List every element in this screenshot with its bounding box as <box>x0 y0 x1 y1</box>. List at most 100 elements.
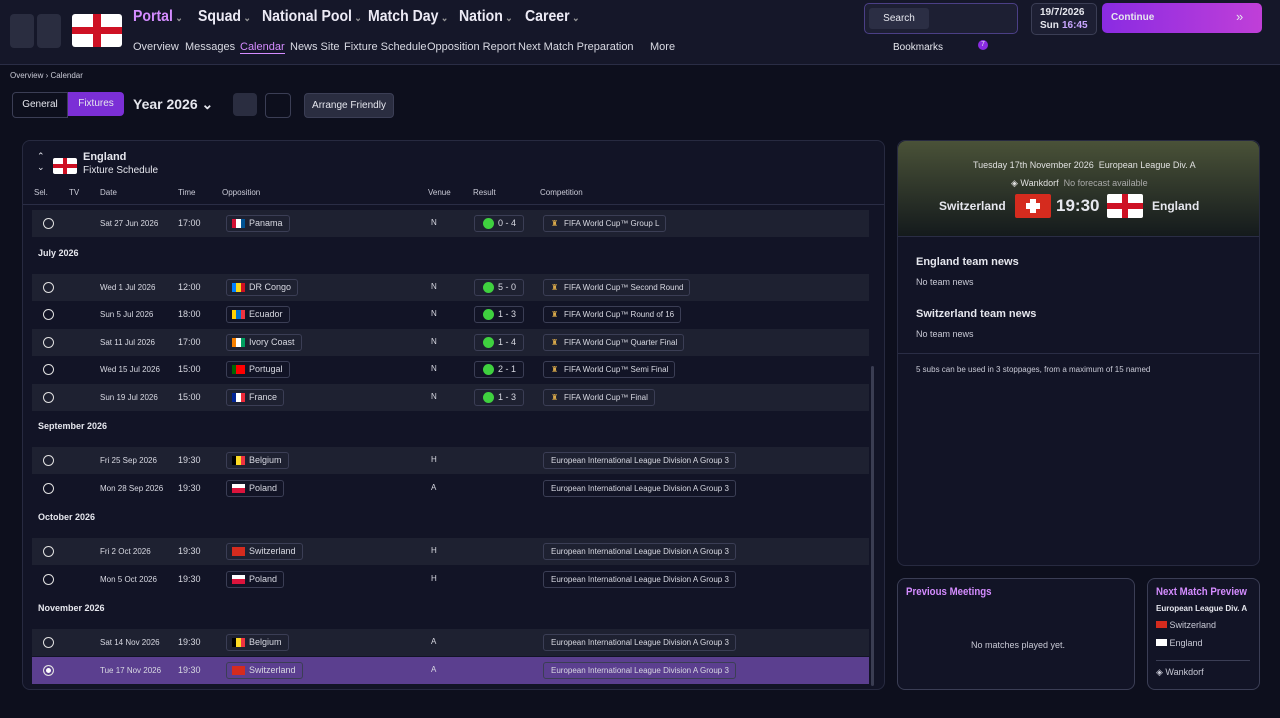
opponent: DR Congo <box>249 281 292 292</box>
back-button[interactable] <box>10 14 34 48</box>
main-tab[interactable]: Portal ⌄ <box>133 8 183 25</box>
result-dot <box>483 336 494 348</box>
opposition[interactable]: Belgium <box>226 634 289 651</box>
sub-tab[interactable]: Overview <box>133 41 179 53</box>
bookmarks[interactable]: Bookmarks <box>893 42 944 53</box>
main-tab[interactable]: National Pool ⌄ <box>262 8 362 25</box>
sub-tab[interactable]: Messages <box>185 41 236 53</box>
sub-tab[interactable]: Calendar <box>240 41 285 54</box>
date: Fri 25 Sep 2026 <box>100 456 157 465</box>
competition[interactable]: European International League Division A… <box>543 634 736 651</box>
select-radio[interactable] <box>43 391 54 403</box>
preview-stadium-name: Wankdorf <box>1165 667 1204 677</box>
opposition[interactable]: DR Congo <box>226 278 299 296</box>
main-tab[interactable]: Nation ⌄ <box>459 8 513 25</box>
competition[interactable]: European International League Division A… <box>543 661 736 679</box>
opposition[interactable]: Switzerland <box>226 661 303 679</box>
select-radio[interactable] <box>43 664 54 676</box>
opposition[interactable]: Ivory Coast <box>226 333 302 351</box>
select-radio[interactable] <box>43 309 54 320</box>
next-year[interactable] <box>265 93 291 118</box>
breadcrumb-item: Calendar <box>50 71 83 80</box>
sub-tab[interactable]: Fixture Schedule <box>344 41 427 53</box>
competition[interactable]: ♜ FIFA World Cup™ Quarter Final <box>543 333 685 351</box>
opponent: Poland <box>249 573 278 584</box>
collapse[interactable]: ⌃ ⌄ <box>37 151 45 172</box>
time: 15:00 <box>178 391 201 402</box>
competition[interactable]: European International League Division A… <box>543 479 736 497</box>
fixture-row[interactable]: Sat 11 Jul 2026 17:00 Ivory Coast N 1 - 4 ♜ FI… <box>32 328 869 356</box>
competition[interactable]: European International League Division A… <box>543 570 736 588</box>
general-tab[interactable]: General <box>12 92 68 118</box>
fixture-row[interactable]: Sun 5 Jul 2026 18:00 Ecuador N 1 - 3 ♜ FIFA Wo… <box>32 301 869 328</box>
date: Sun 19 Jul 2026 <box>100 392 158 402</box>
fixture-row[interactable]: Mon 28 Sep 2026 19:30 Poland A European Inte… <box>32 475 869 502</box>
competition[interactable]: ♜ FIFA World Cup™ Second Round <box>543 278 691 296</box>
match-panel: Tuesday 17th November 2026 European Leag… <box>897 140 1260 566</box>
sub-tab[interactable]: News Site <box>290 41 340 53</box>
result: 2 - 1 <box>474 361 524 378</box>
prev-year[interactable] <box>233 93 257 116</box>
venue: N <box>431 218 437 227</box>
date-box[interactable]: 19/7/2026 Sun 16:45 <box>1031 3 1097 35</box>
opposition[interactable]: Poland <box>226 570 285 588</box>
fixture-row[interactable]: Tue 17 Nov 2026 19:30 Switzerland A European… <box>32 656 869 684</box>
competition[interactable]: ♜ FIFA World Cup™ Group L <box>543 215 667 232</box>
fixture-row[interactable]: Sun 19 Jul 2026 15:00 France N 1 - 3 ♜ FIFA Wo… <box>32 383 869 411</box>
column-header: Time <box>178 188 196 197</box>
main-tab[interactable]: Squad ⌄ <box>198 8 251 25</box>
month-header: October 2026 <box>38 512 96 522</box>
divider <box>1156 660 1250 661</box>
competition[interactable]: European International League Division A… <box>543 452 736 469</box>
select-radio[interactable] <box>43 364 54 375</box>
year-select[interactable]: Year 2026 ⌄ <box>133 96 214 112</box>
opposition[interactable]: France <box>226 388 285 406</box>
fixtures-tab[interactable]: Fixtures <box>68 92 124 116</box>
competition[interactable]: European International League Division A… <box>543 543 736 560</box>
opposition[interactable]: Belgium <box>226 452 289 469</box>
preview-competition: European League Div. A <box>1156 604 1248 613</box>
select-radio[interactable] <box>43 482 54 494</box>
arrange-friendly[interactable]: Arrange Friendly <box>304 93 394 118</box>
time: 12:00 <box>178 281 201 292</box>
search-group: Search <box>864 3 1018 34</box>
news-text: No team news <box>916 277 974 287</box>
result-score: 2 - 1 <box>498 364 517 374</box>
fixture-row[interactable]: Wed 1 Jul 2026 12:00 DR Congo N 5 - 0 ♜ FIFA W… <box>32 273 869 301</box>
next-match-preview[interactable]: Next Match Preview European League Div. … <box>1147 578 1260 690</box>
fixture-row[interactable]: Fri 2 Oct 2026 19:30 Switzerland H European … <box>32 538 869 565</box>
select-radio[interactable] <box>43 637 54 648</box>
sub-tab[interactable]: Opposition Report <box>427 41 516 53</box>
competition[interactable]: ♜ FIFA World Cup™ Round of 16 <box>543 306 682 323</box>
opposition[interactable]: Ecuador <box>226 306 290 323</box>
sub-tab[interactable]: More <box>650 41 676 53</box>
select-radio[interactable] <box>43 336 54 348</box>
column-header: Sel. <box>34 188 48 197</box>
preview-title: Next Match Preview <box>1156 586 1247 598</box>
main-tab[interactable]: Match Day ⌄ <box>368 8 449 25</box>
breadcrumb-item[interactable]: Overview <box>10 71 44 80</box>
select-radio[interactable] <box>43 455 54 466</box>
main-tab[interactable]: Career ⌄ <box>525 8 580 25</box>
opposition[interactable]: Switzerland <box>226 543 303 560</box>
fixture-row[interactable]: Fri 25 Sep 2026 19:30 Belgium H European Int… <box>32 447 869 474</box>
forward-button[interactable] <box>37 14 61 48</box>
search-button[interactable]: Search <box>869 8 929 29</box>
scrollbar[interactable] <box>871 366 874 686</box>
fixture-row[interactable]: Sat 14 Nov 2026 19:30 Belgium A European Int… <box>32 629 869 656</box>
competition[interactable]: ♜ FIFA World Cup™ Semi Final <box>543 361 676 378</box>
sub-tab[interactable]: Next Match Preparation <box>518 41 634 53</box>
fixture-row[interactable]: Wed 15 Jul 2026 15:00 Portugal N 2 - 1 ♜ FIFA … <box>32 356 869 383</box>
opposition[interactable]: Panama <box>226 215 290 232</box>
select-radio[interactable] <box>43 546 54 557</box>
fixture-row[interactable]: Mon 5 Oct 2026 19:30 Poland H European Inter… <box>32 566 869 593</box>
select-radio[interactable] <box>43 218 54 229</box>
opposition[interactable]: Poland <box>226 479 285 497</box>
opponent: France <box>249 391 278 402</box>
select-radio[interactable] <box>43 573 54 585</box>
competition[interactable]: ♜ FIFA World Cup™ Final <box>543 388 655 406</box>
continue-button[interactable]: Continue » <box>1102 3 1262 33</box>
fixture-row[interactable]: Sat 27 Jun 2026 17:00 Panama N 0 - 4 ♜ FIFA Wo… <box>32 210 869 237</box>
opposition[interactable]: Portugal <box>226 361 290 378</box>
select-radio[interactable] <box>43 281 54 293</box>
